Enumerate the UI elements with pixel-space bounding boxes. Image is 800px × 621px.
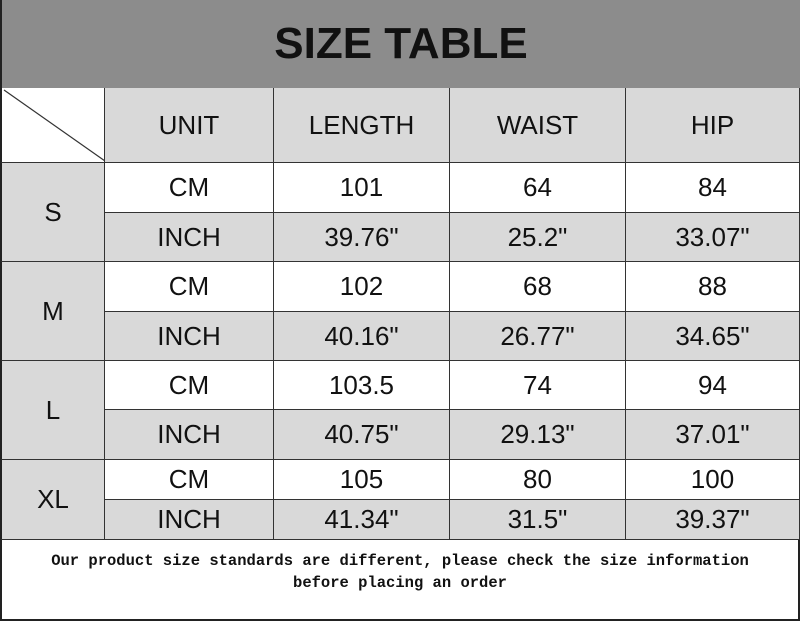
diagonal-line xyxy=(3,89,106,162)
value-cell: 39.37" xyxy=(626,500,800,540)
unit-cm: CM xyxy=(105,361,274,410)
value-cell: 80 xyxy=(450,460,626,500)
size-label: XL xyxy=(0,460,105,540)
unit-cm: CM xyxy=(105,460,274,500)
header-hip: HIP xyxy=(626,88,800,163)
value-cell: 41.34" xyxy=(274,500,450,540)
value-cell: 39.76" xyxy=(274,213,450,262)
value-cell: 40.16" xyxy=(274,312,450,361)
unit-inch: INCH xyxy=(105,500,274,540)
value-cell: 102 xyxy=(274,262,450,312)
value-cell: 105 xyxy=(274,460,450,500)
header-unit: UNIT xyxy=(105,88,274,163)
size-note: Our product size standards are different… xyxy=(0,540,800,621)
size-label: L xyxy=(0,361,105,460)
table-title: SIZE TABLE xyxy=(0,0,800,88)
unit-inch: INCH xyxy=(105,312,274,361)
value-cell: 26.77" xyxy=(450,312,626,361)
value-cell: 94 xyxy=(626,361,800,410)
value-cell: 33.07" xyxy=(626,213,800,262)
size-label: S xyxy=(0,163,105,262)
value-cell: 37.01" xyxy=(626,410,800,460)
size-note-line-2: before placing an order xyxy=(293,574,507,592)
value-cell: 29.13" xyxy=(450,410,626,460)
value-cell: 25.2" xyxy=(450,213,626,262)
value-cell: 34.65" xyxy=(626,312,800,361)
unit-inch: INCH xyxy=(105,410,274,460)
value-cell: 31.5" xyxy=(450,500,626,540)
header-waist: WAIST xyxy=(450,88,626,163)
size-note-line-1: Our product size standards are different… xyxy=(51,552,749,570)
value-cell: 101 xyxy=(274,163,450,213)
value-cell: 103.5 xyxy=(274,361,450,410)
value-cell: 40.75" xyxy=(274,410,450,460)
value-cell: 64 xyxy=(450,163,626,213)
size-label: M xyxy=(0,262,105,361)
header-length: LENGTH xyxy=(274,88,450,163)
value-cell: 88 xyxy=(626,262,800,312)
value-cell: 74 xyxy=(450,361,626,410)
unit-cm: CM xyxy=(105,163,274,213)
corner-cell xyxy=(0,88,106,163)
value-cell: 100 xyxy=(626,460,800,500)
value-cell: 84 xyxy=(626,163,800,213)
unit-inch: INCH xyxy=(105,213,274,262)
unit-cm: CM xyxy=(105,262,274,312)
value-cell: 68 xyxy=(450,262,626,312)
